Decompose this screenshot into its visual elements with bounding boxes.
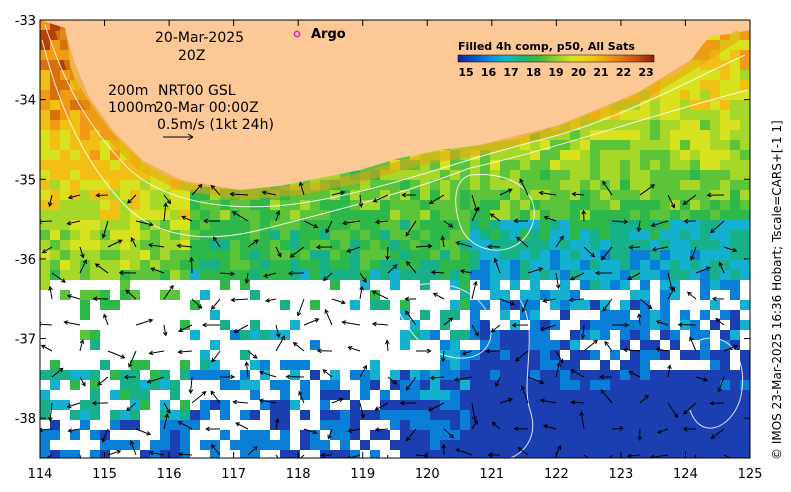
- colorbar-title: Filled 4h comp, p50, All Sats: [458, 40, 635, 53]
- colorbar-tick-label: 18: [526, 66, 541, 79]
- map-frame: [39, 19, 751, 459]
- map-plot-area: [40, 20, 750, 458]
- argo-label: Argo: [311, 27, 346, 42]
- x-tick-label: 124: [673, 467, 698, 482]
- x-tick-label: 116: [157, 467, 182, 482]
- x-tick-label: 119: [350, 467, 375, 482]
- colorbar: Filled 4h comp, p50, All Sats 15 16 17 18 19…: [457, 40, 655, 79]
- x-tick-label: 118: [286, 467, 311, 482]
- colorbar-tick-label: 15: [458, 66, 473, 79]
- colorbar-tick-label: 16: [481, 66, 497, 79]
- colorbar-ramp: [457, 54, 655, 63]
- y-tick-label: -35: [15, 173, 36, 188]
- current-vectors: [40, 178, 739, 458]
- colorbar-tick-label: 19: [548, 66, 563, 79]
- x-tick-label: 122: [544, 467, 569, 482]
- x-tick-label: 120: [415, 467, 440, 482]
- colorbar-tick-label: 23: [638, 66, 653, 79]
- y-tick-label: -33: [15, 14, 36, 29]
- argo-legend: Argo: [293, 27, 346, 42]
- colorbar-tick-label: 22: [616, 66, 631, 79]
- x-tick-label: 123: [608, 467, 633, 482]
- x-tick-label: 125: [738, 467, 763, 482]
- bathymetry-contours: [41, 24, 749, 458]
- contour-label-1000m: 1000m: [108, 100, 157, 116]
- x-tick-label: 117: [221, 467, 246, 482]
- credit-text: © IMOS 23-Mar-2025 16:36 Hobart; Tscale=…: [770, 120, 784, 460]
- colorbar-tick-label: 21: [593, 66, 608, 79]
- land-mass: [40, 20, 750, 190]
- colorbar-tick-label: 20: [571, 66, 587, 79]
- y-tick-label: -38: [15, 412, 36, 427]
- x-tick-label: 114: [28, 467, 53, 482]
- x-tick-label: 121: [479, 467, 504, 482]
- source-time-label: 20-Mar 00:00Z: [155, 100, 259, 116]
- y-tick-label: -34: [15, 94, 36, 109]
- y-tick-label: -37: [15, 333, 36, 348]
- colorbar-labels: 15 16 17 18 19 20 21 22 23: [458, 66, 653, 79]
- vector-scale-arrow: [163, 133, 194, 141]
- vector-scale-label: 0.5m/s (1kt 24h): [157, 117, 274, 133]
- coastal-warm-band: [55, 28, 743, 201]
- contour-label-200m: 200m: [108, 83, 148, 99]
- y-axis: -33 -34 -35 -36 -37 -38: [15, 14, 750, 427]
- colorbar-tick-label: 17: [503, 66, 518, 79]
- y-tick-label: -36: [15, 253, 36, 268]
- source-label: NRT00 GSL: [158, 83, 236, 99]
- argo-marker-icon: [293, 30, 301, 38]
- overlay-date: 20-Mar-2025: [155, 30, 244, 46]
- x-tick-label: 115: [92, 467, 117, 482]
- overlay-time: 20Z: [178, 48, 205, 64]
- x-axis: 114 115 116 117 118 119 120 121 122 123 124 125: [28, 20, 763, 482]
- overlay-annotations: 20-Mar-2025 20Z 200m NRT00 GSL 1000m 20-…: [108, 30, 274, 141]
